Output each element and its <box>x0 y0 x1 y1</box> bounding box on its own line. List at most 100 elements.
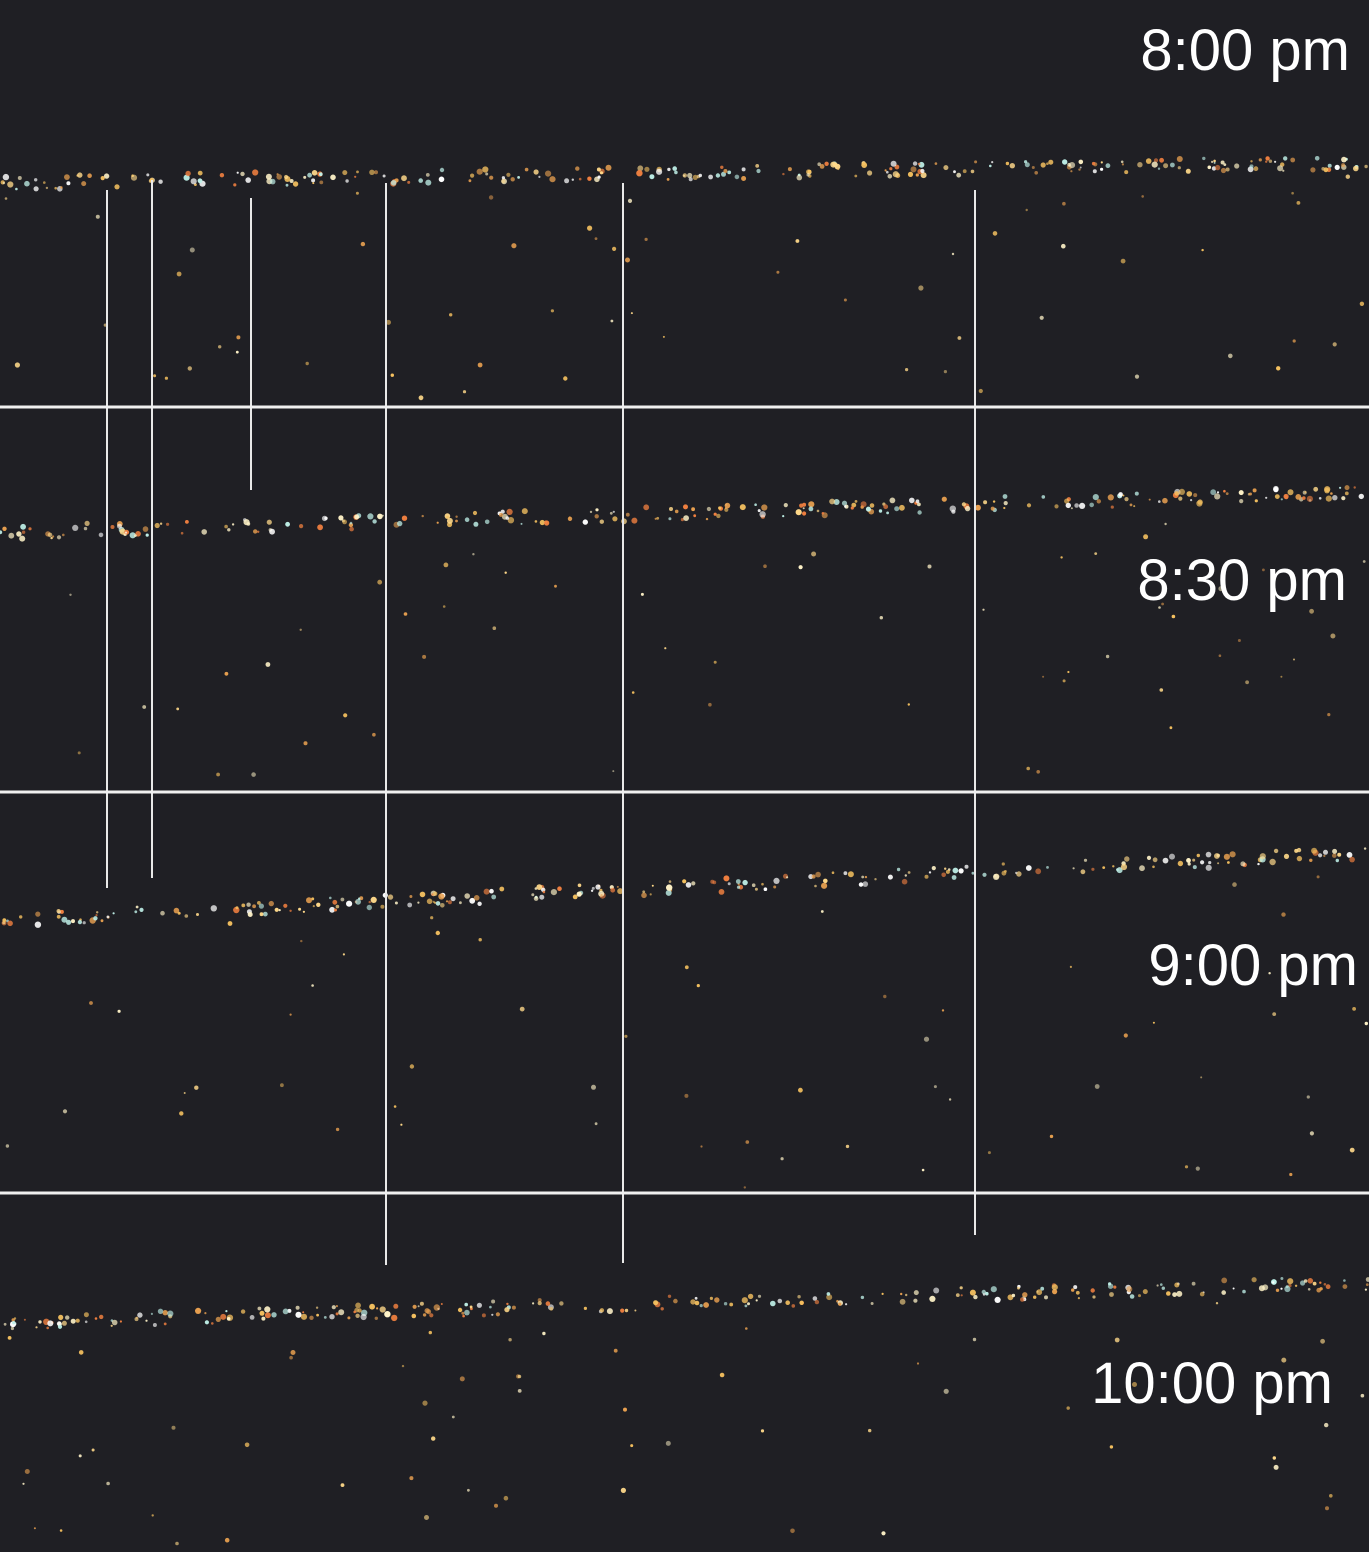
light <box>510 177 515 182</box>
light <box>729 1302 734 1307</box>
light <box>1323 854 1326 858</box>
light <box>786 876 789 879</box>
light <box>1191 1281 1196 1286</box>
light <box>259 1310 265 1316</box>
light <box>929 1295 936 1302</box>
light <box>1129 503 1133 507</box>
light <box>858 882 864 887</box>
light <box>795 239 800 243</box>
light <box>549 1306 554 1311</box>
light <box>917 502 921 507</box>
light <box>87 173 92 178</box>
light <box>56 535 62 540</box>
light <box>1242 1289 1246 1294</box>
light <box>957 336 962 340</box>
light <box>1227 861 1230 864</box>
light <box>1049 1134 1054 1139</box>
light <box>542 890 546 894</box>
light <box>360 241 366 247</box>
light <box>1025 208 1028 212</box>
light <box>1011 1293 1016 1298</box>
light <box>464 1309 470 1316</box>
light <box>1281 912 1286 917</box>
light <box>545 1301 551 1306</box>
light <box>1075 1290 1080 1295</box>
light <box>494 1503 498 1508</box>
light <box>1193 493 1198 498</box>
light <box>806 173 810 177</box>
light <box>425 179 432 186</box>
light <box>56 909 61 914</box>
light <box>43 181 46 184</box>
light <box>1225 167 1230 172</box>
light <box>355 1302 361 1309</box>
light <box>12 1321 16 1325</box>
light <box>667 1294 672 1299</box>
light <box>503 1495 509 1501</box>
light <box>1287 1278 1294 1285</box>
light <box>887 174 893 179</box>
light <box>354 514 360 520</box>
light <box>61 916 68 923</box>
light <box>1067 670 1070 674</box>
light <box>197 178 203 184</box>
light <box>990 506 995 511</box>
light <box>1187 862 1191 866</box>
light <box>1232 1287 1235 1290</box>
light <box>594 1122 598 1126</box>
light <box>1061 243 1066 249</box>
light <box>89 1001 93 1005</box>
light <box>139 907 144 913</box>
light <box>718 506 722 510</box>
light <box>334 908 337 912</box>
light <box>899 504 905 511</box>
light <box>656 168 663 175</box>
light <box>727 170 732 175</box>
light <box>727 882 731 886</box>
light <box>355 191 359 195</box>
light <box>975 504 981 511</box>
light <box>747 1302 750 1306</box>
light <box>1205 851 1212 858</box>
light <box>166 522 170 526</box>
light <box>52 535 55 538</box>
light <box>1274 494 1280 499</box>
light <box>723 169 728 173</box>
light <box>1071 1288 1075 1292</box>
light <box>302 910 305 913</box>
light <box>1094 1084 1100 1089</box>
light <box>720 165 724 169</box>
light <box>747 1293 754 1300</box>
light <box>1120 863 1128 871</box>
light <box>1202 156 1206 161</box>
light <box>1325 495 1332 502</box>
light <box>1066 1406 1070 1410</box>
light <box>1364 1021 1369 1026</box>
light <box>1304 491 1307 494</box>
light <box>1199 1291 1205 1297</box>
light <box>820 910 824 913</box>
light <box>933 1085 937 1089</box>
light <box>795 509 802 516</box>
light <box>550 889 558 896</box>
light <box>544 520 550 526</box>
light <box>1192 858 1196 862</box>
light <box>1200 1076 1203 1079</box>
light <box>62 533 65 537</box>
light <box>982 608 985 611</box>
light <box>1332 342 1337 347</box>
light <box>1280 675 1283 678</box>
light <box>1349 1147 1355 1153</box>
light <box>440 903 445 908</box>
light <box>860 501 867 508</box>
light <box>227 921 233 926</box>
light <box>429 1313 434 1318</box>
light <box>759 511 766 518</box>
light <box>684 965 689 970</box>
light <box>417 901 420 904</box>
light <box>342 170 348 176</box>
light <box>694 1300 700 1306</box>
light <box>631 691 635 694</box>
light <box>1153 158 1159 163</box>
light <box>7 1336 12 1340</box>
